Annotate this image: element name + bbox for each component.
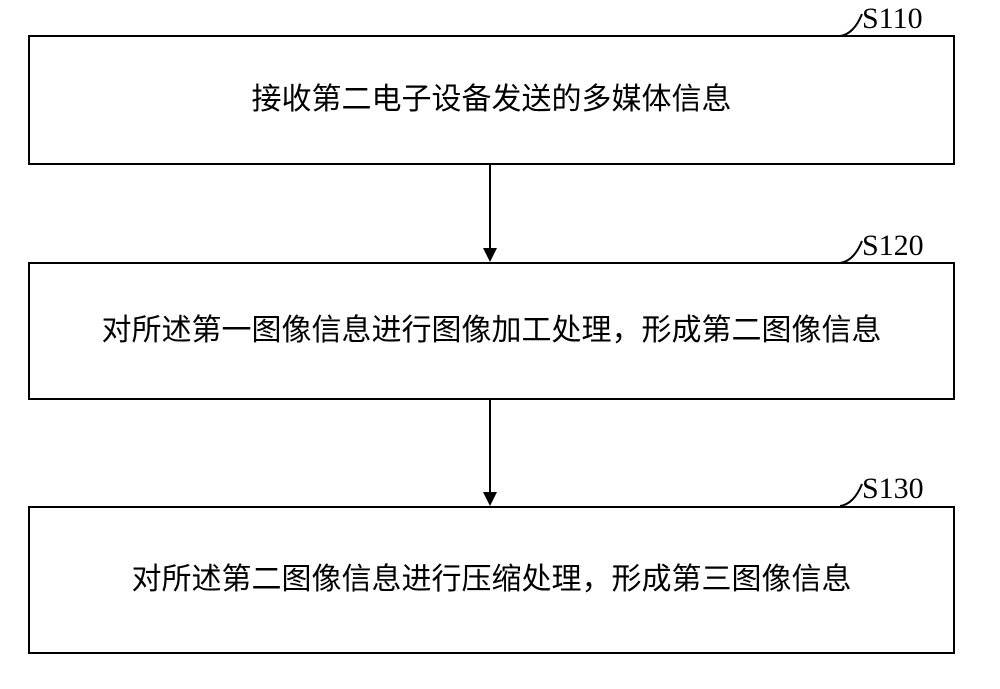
step-label-s130: S130 <box>862 472 924 506</box>
flow-node-s110: 接收第二电子设备发送的多媒体信息 <box>28 35 955 165</box>
flow-node-s130: 对所述第二图像信息进行压缩处理，形成第三图像信息 <box>28 506 955 654</box>
flow-node-text: 对所述第二图像信息进行压缩处理，形成第三图像信息 <box>132 556 852 604</box>
step-label-s120: S120 <box>862 229 924 263</box>
flow-node-text: 接收第二电子设备发送的多媒体信息 <box>252 76 732 124</box>
flowchart-canvas: 接收第二电子设备发送的多媒体信息 S110 对所述第一图像信息进行图像加工处理，… <box>0 0 1000 689</box>
step-label-text: S120 <box>862 229 924 262</box>
step-label-text: S130 <box>862 472 924 505</box>
label-connector-icon <box>840 484 870 514</box>
flow-arrow <box>476 400 504 506</box>
step-label-s110: S110 <box>862 2 923 36</box>
label-connector-icon <box>840 14 870 44</box>
label-connector-icon <box>840 241 870 271</box>
step-label-text: S110 <box>862 2 923 35</box>
flow-node-s120: 对所述第一图像信息进行图像加工处理，形成第二图像信息 <box>28 262 955 400</box>
flow-arrow <box>476 165 504 262</box>
flow-node-text: 对所述第一图像信息进行图像加工处理，形成第二图像信息 <box>102 307 882 355</box>
